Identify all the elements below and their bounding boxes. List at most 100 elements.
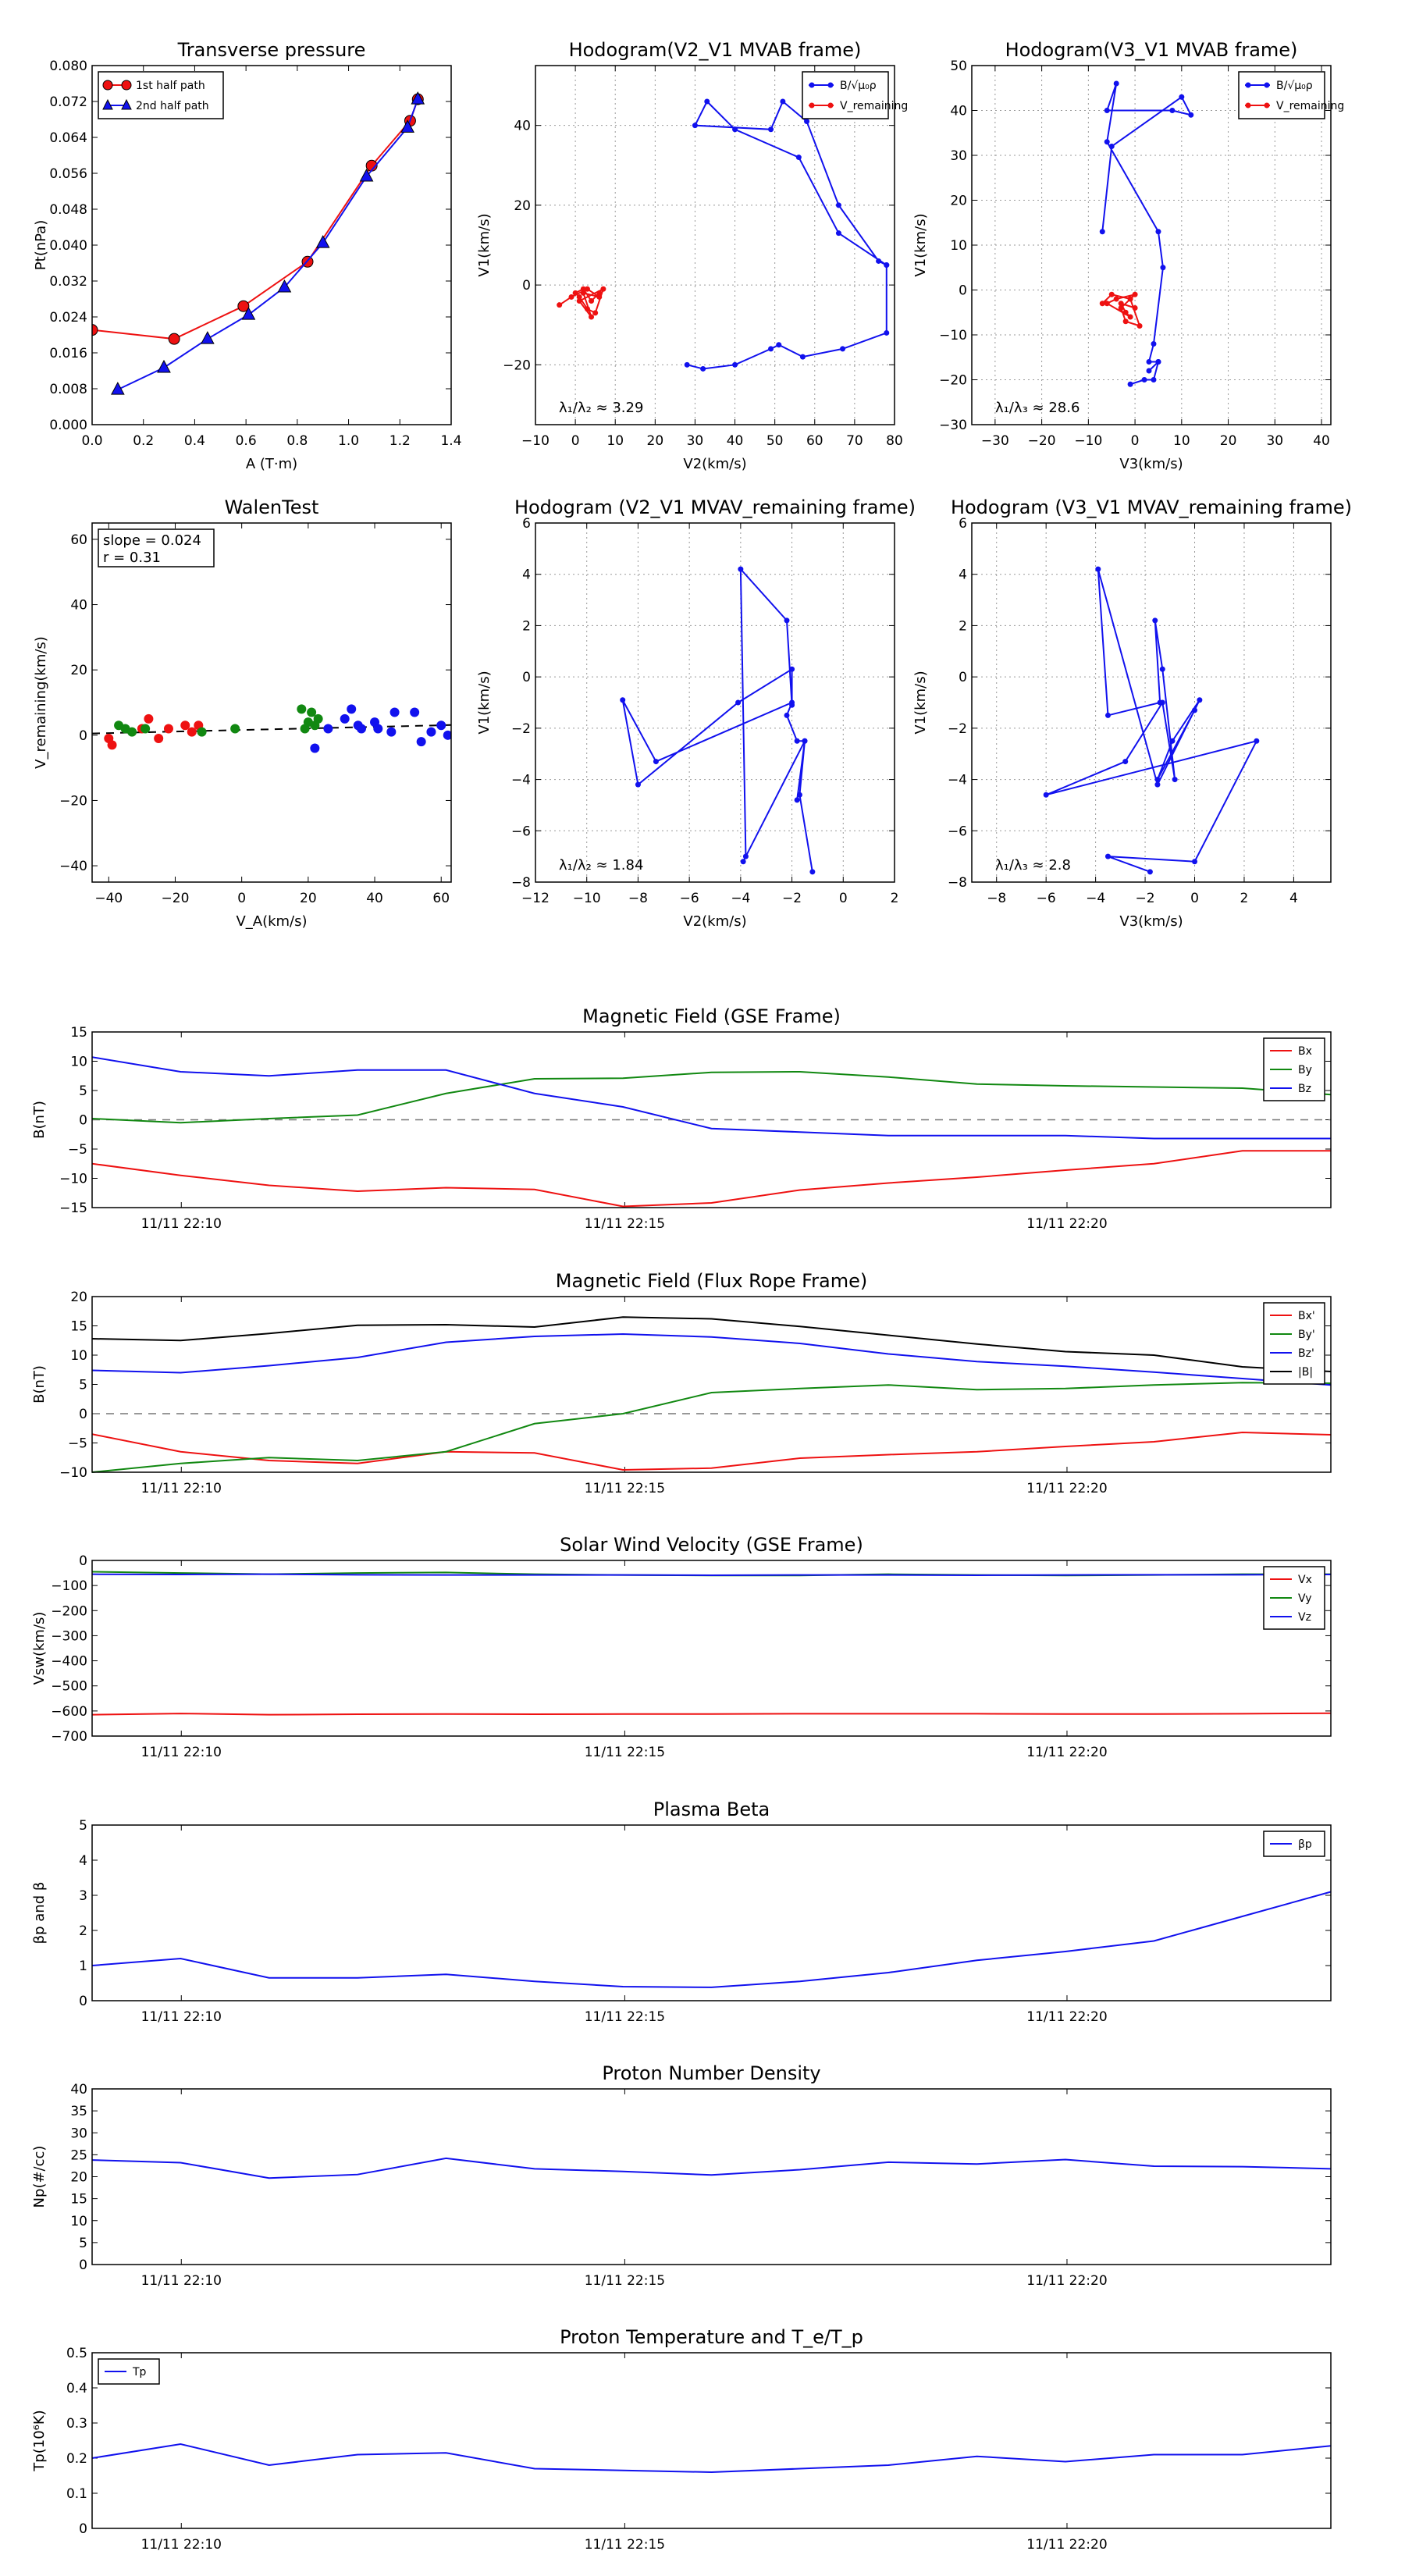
data-point <box>127 727 137 737</box>
legend-marker <box>1245 82 1251 88</box>
data-point <box>784 712 790 718</box>
x-tick-label: −6 <box>1037 891 1056 906</box>
data-point <box>140 724 151 734</box>
data-point <box>1104 301 1110 307</box>
x-tick-label: 1.0 <box>338 433 359 449</box>
y-tick-label: 0.048 <box>49 202 87 218</box>
x-axis-label: V2(km/s) <box>683 456 746 472</box>
x-tick-label: −10 <box>1074 433 1102 449</box>
data-point <box>1132 291 1138 297</box>
data-point <box>1172 777 1178 783</box>
data-point <box>576 298 582 304</box>
time-tick-label: 11/11 22:15 <box>585 2537 665 2553</box>
h31r-frame <box>971 522 1332 883</box>
y-tick-label: 0 <box>959 670 967 685</box>
data-point <box>1152 617 1158 624</box>
legend-box <box>802 71 889 119</box>
tp2-title: Proton Temperature and T_e/T_p <box>560 2326 863 2348</box>
y-tick-label: 0.064 <box>49 130 87 146</box>
data-point <box>804 119 810 125</box>
data-point <box>684 361 690 368</box>
legend-box <box>98 71 224 119</box>
x-tick-label: 0.2 <box>133 433 154 449</box>
time-tick-label: 11/11 22:10 <box>141 1216 222 1232</box>
y-axis-label: V1(km/s) <box>476 671 493 734</box>
data-point <box>653 759 659 765</box>
x-tick-label: −20 <box>162 891 190 906</box>
tp-title: Transverse pressure <box>177 39 366 61</box>
data-point <box>1151 377 1157 382</box>
y-tick-label: 5 <box>79 2236 87 2251</box>
data-point <box>237 300 250 312</box>
y-tick-label: 25 <box>70 2147 87 2163</box>
time-tick-label: 11/11 22:10 <box>141 2009 222 2025</box>
h21-frame <box>535 65 895 425</box>
x-tick-label: −8 <box>987 891 1006 906</box>
x-axis-label: A (T·m) <box>246 456 297 472</box>
data-point <box>1127 314 1133 320</box>
y-tick-label: 20 <box>70 2170 87 2186</box>
data-point <box>835 230 841 237</box>
x-tick-label: 0 <box>1131 433 1140 449</box>
data-point <box>1118 301 1124 307</box>
data-point <box>835 202 841 208</box>
y-tick-label: 10 <box>70 1055 87 1070</box>
data-point <box>230 724 240 734</box>
data-point <box>557 302 563 308</box>
chart-tp: Transverse pressure 0.0 0.2 0.4 0.6 0.8 1.0 1.2… <box>33 39 462 472</box>
y-tick-label: 0.2 <box>66 2451 87 2467</box>
data-point <box>740 859 746 865</box>
y-axis-label: V1(km/s) <box>912 671 929 734</box>
data-point <box>692 123 698 129</box>
x-tick-label: 20 <box>1220 433 1237 449</box>
x-tick-label: 20 <box>300 891 317 906</box>
walen-frame <box>91 522 452 883</box>
data-point <box>411 91 425 105</box>
legend-marker <box>121 80 132 91</box>
data-point <box>400 119 414 133</box>
y-tick-label: −30 <box>939 418 967 433</box>
legend-label: Bz <box>1298 1083 1311 1095</box>
x-axis-label: V_A(km/s) <box>236 913 307 930</box>
legend-marker <box>1264 82 1270 88</box>
data-point <box>796 792 802 798</box>
data-point <box>572 290 578 296</box>
y-tick-label: −5 <box>68 1436 87 1452</box>
y-tick-label: 40 <box>514 119 531 134</box>
data-point <box>596 294 603 300</box>
data-point <box>802 738 808 744</box>
y-axis-label: βp and β <box>31 1882 48 1944</box>
x-axis-label: V3(km/s) <box>1119 913 1183 930</box>
time-tick-label: 11/11 22:10 <box>141 2537 222 2553</box>
data-point <box>584 286 590 292</box>
time-tick-label: 11/11 22:15 <box>585 2273 665 2289</box>
chart-walen: WalenTest −40 −20 0 20 40 60 −40 −20 0 20 40 60 V_A(k… <box>33 496 452 930</box>
data-point <box>307 707 317 717</box>
y-tick-label: 0 <box>79 1994 87 2009</box>
data-point <box>310 743 320 753</box>
data-point <box>1113 296 1119 302</box>
bfr-frame <box>91 1296 1332 1473</box>
legend-box <box>1263 1831 1325 1857</box>
legend-label: Vy <box>1298 1592 1312 1605</box>
data-point <box>1099 229 1105 235</box>
x-tick-label: 10 <box>606 433 624 449</box>
y-tick-label: 0 <box>79 1553 87 1569</box>
np-title: Proton Number Density <box>602 2062 820 2084</box>
data-point <box>768 126 774 133</box>
y-tick-label: −8 <box>511 875 531 891</box>
time-tick-label: 11/11 22:20 <box>1026 1745 1107 1760</box>
series-line-Tp <box>91 2443 1332 2474</box>
time-tick-label: 11/11 22:20 <box>1026 1216 1107 1232</box>
plot-area <box>557 98 890 372</box>
x-tick-label: 50 <box>767 433 784 449</box>
x-tick-label: 80 <box>886 433 903 449</box>
data-point <box>580 286 586 292</box>
y-axis-label: V1(km/s) <box>912 213 929 276</box>
y-axis-label: V1(km/s) <box>476 213 493 276</box>
data-point <box>1122 318 1129 325</box>
data-point <box>1160 265 1166 271</box>
y-tick-label: 3 <box>79 1888 87 1904</box>
data-point <box>277 279 292 293</box>
